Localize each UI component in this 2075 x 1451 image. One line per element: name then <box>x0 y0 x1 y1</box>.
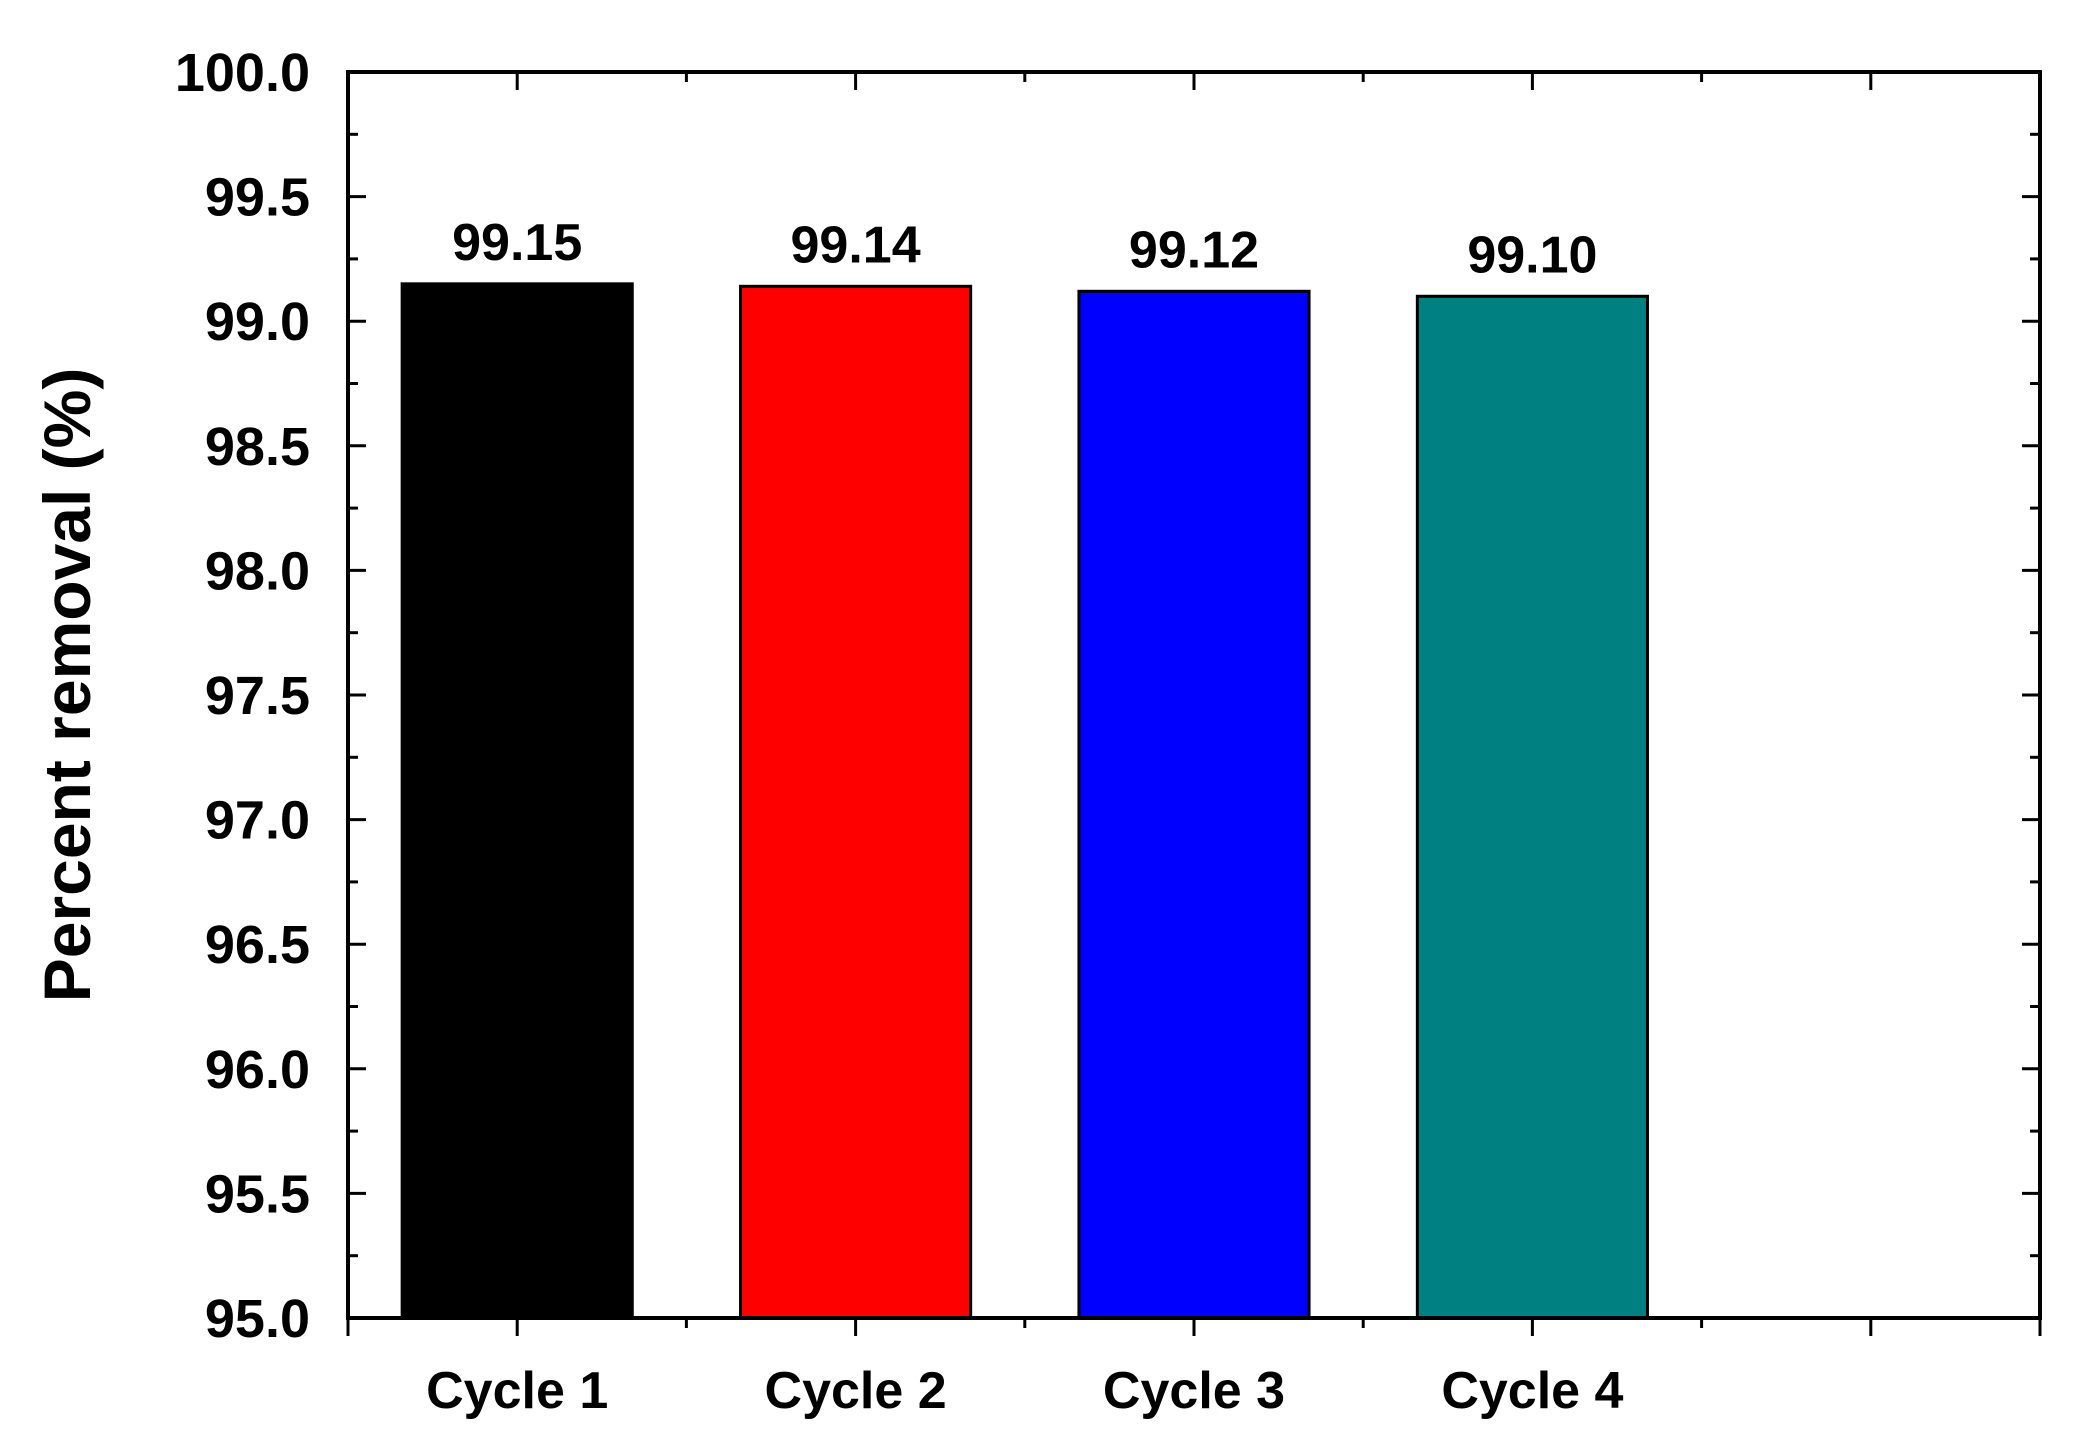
data-label: 99.12 <box>1129 221 1259 279</box>
y-tick-label: 100.0 <box>175 43 310 103</box>
y-tick-labels: 95.0 95.5 96.0 96.5 97.0 97.5 98.0 98.5 99.0 99.5… <box>175 43 310 1349</box>
y-axis-title: Percent removal (%) <box>30 368 104 1003</box>
bars <box>400 282 1649 1320</box>
bar-cycle-3 <box>1077 289 1311 1320</box>
data-labels: 99.15 99.14 99.12 99.10 <box>452 214 1597 284</box>
y-tick-label: 95.5 <box>205 1164 310 1224</box>
y-tick-label: 99.0 <box>205 292 310 352</box>
y-tick-label: 98.5 <box>205 417 310 477</box>
x-tick-label: Cycle 1 <box>426 1362 608 1420</box>
data-label: 99.15 <box>452 214 582 272</box>
x-tick-label: Cycle 4 <box>1441 1362 1623 1420</box>
y-tick-label: 96.0 <box>205 1040 310 1100</box>
y-tick-label: 97.0 <box>205 791 310 851</box>
bar-cycle-4 <box>1415 294 1649 1320</box>
plot-frame <box>346 70 2042 1320</box>
y-tick-label: 97.5 <box>205 666 310 726</box>
bar-cycle-1 <box>400 282 634 1320</box>
x-tick-label: Cycle 2 <box>765 1362 947 1420</box>
data-label: 99.10 <box>1467 226 1597 284</box>
bar-cycle-2 <box>739 284 973 1320</box>
y-tick-label: 98.0 <box>205 541 310 601</box>
y-tick-label: 99.5 <box>205 168 310 228</box>
data-label: 99.14 <box>791 216 921 274</box>
x-tick-label: Cycle 3 <box>1103 1362 1285 1420</box>
x-category-labels: Cycle 1 Cycle 2 Cycle 3 Cycle 4 <box>426 1362 1623 1420</box>
y-tick-label: 95.0 <box>205 1289 310 1349</box>
y-tick-label: 96.5 <box>205 915 310 975</box>
